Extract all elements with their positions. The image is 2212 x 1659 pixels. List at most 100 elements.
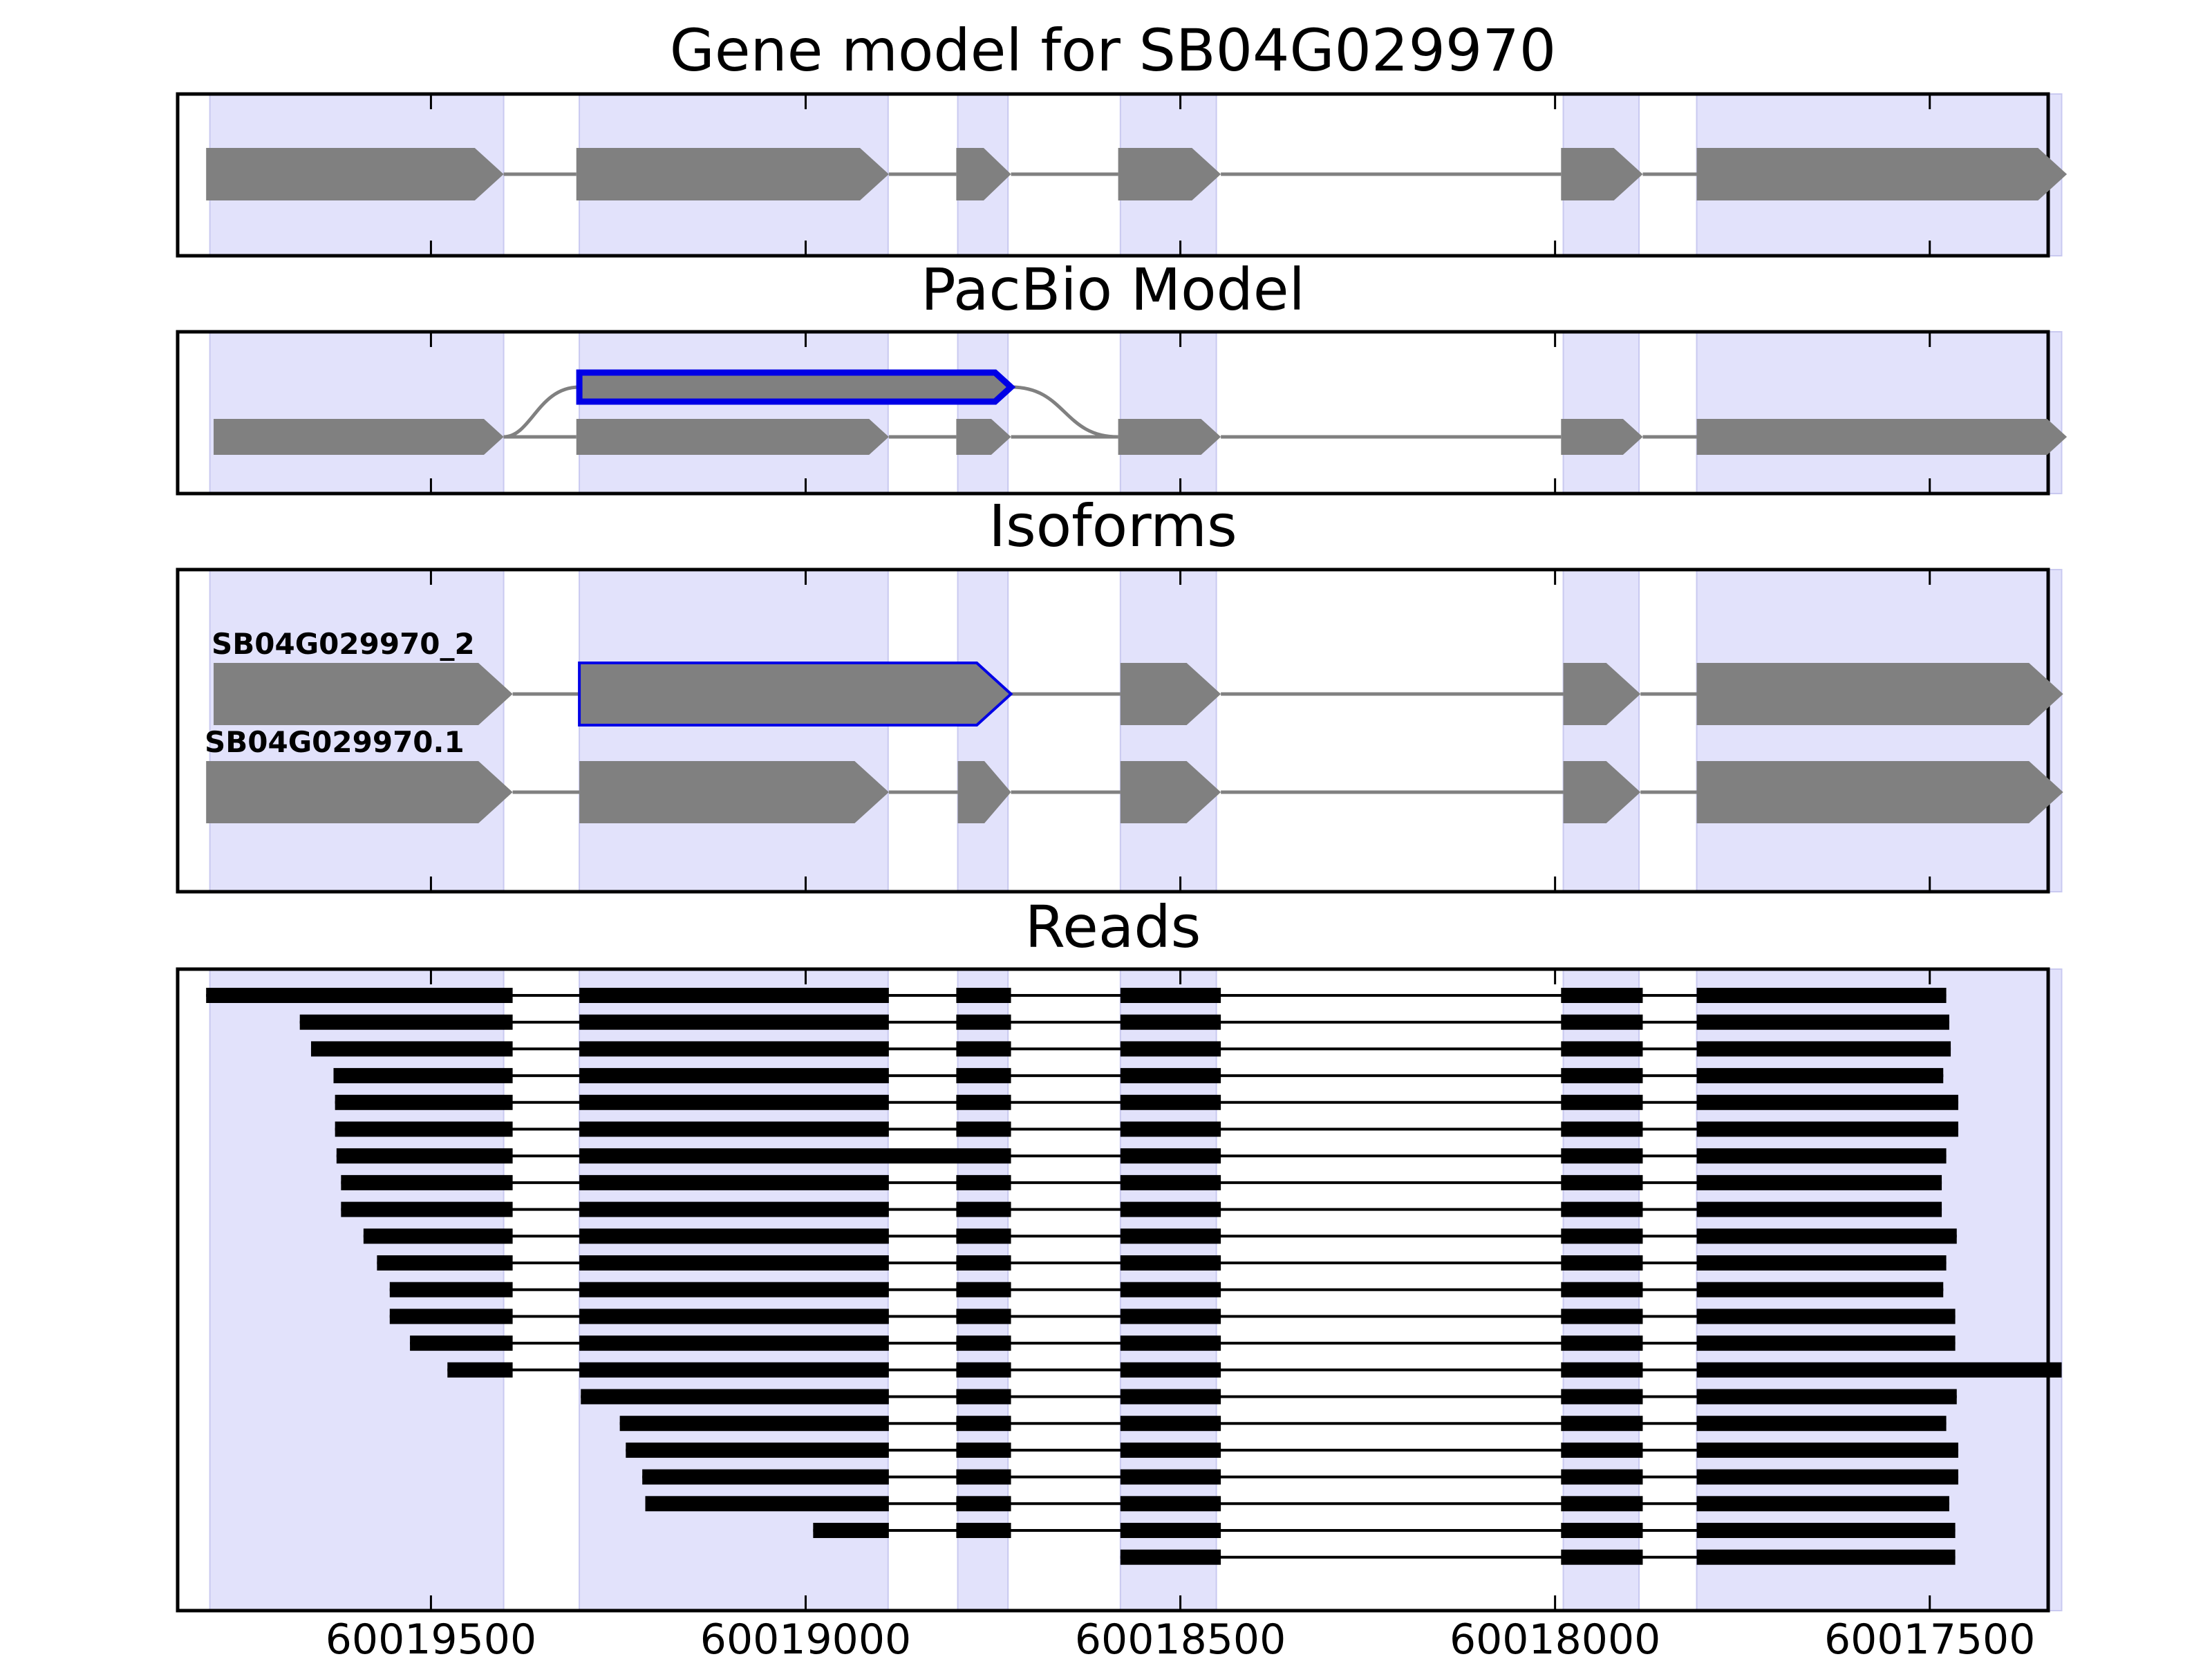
read-exon-block (1696, 1201, 1942, 1217)
read-exon-block (1561, 1549, 1643, 1565)
read-exon-block (1696, 1362, 2062, 1378)
read-exon-block (1696, 1148, 1947, 1164)
gene-model-title: Gene model for SB04G029970 (670, 17, 1556, 84)
read-exon-block (1561, 1416, 1643, 1432)
read-exon-block (956, 1255, 1011, 1271)
read-exon-block (1696, 1523, 1956, 1538)
read-exon-block (1696, 1335, 1956, 1351)
read-exon-block (579, 1335, 889, 1351)
read-exon-block (1696, 1041, 1951, 1057)
read-exon-block (1561, 1469, 1643, 1485)
panel-frame (176, 568, 2050, 894)
read-exon-block (1561, 1255, 1643, 1271)
read-exon-block (1120, 1416, 1221, 1432)
read-exon-block (333, 1068, 513, 1084)
read-exon-block (956, 1174, 1011, 1190)
read-exon-block (626, 1442, 889, 1458)
highlighted-exon (576, 369, 1016, 405)
read-exon-block (1696, 1549, 1956, 1565)
read-exon-block (813, 1523, 889, 1538)
read-exon-block (1120, 1014, 1221, 1030)
exon (1120, 663, 1221, 725)
read-exon-block (1561, 1174, 1643, 1190)
read-exon-block (1561, 1496, 1643, 1512)
read-exon-block (1120, 1255, 1221, 1271)
x-tick-label: 60018000 (1450, 1615, 1660, 1659)
exon (1696, 761, 2063, 823)
shaded-exon-region (1696, 569, 2063, 892)
isoforms-title: Isoforms (988, 492, 1237, 560)
exon (206, 761, 513, 823)
read-exon-block (335, 1121, 513, 1137)
read-exon-block (447, 1362, 513, 1378)
read-exon-block (579, 1362, 889, 1378)
read-exon-block (335, 1094, 513, 1110)
shaded-exon-region (209, 331, 505, 494)
read-exon-block (1696, 1014, 1949, 1030)
read-exon-block (1561, 1442, 1643, 1458)
shaded-exon-region (209, 569, 505, 892)
read-exon-block (956, 1121, 1011, 1137)
read-exon-block (1561, 1148, 1643, 1164)
read-exon-block (389, 1309, 513, 1324)
exon (576, 148, 889, 200)
read-exon-block (579, 1068, 889, 1084)
exon (956, 419, 1011, 455)
exon (1696, 419, 2068, 455)
exon (1561, 419, 1643, 455)
read-exon-block (579, 1201, 889, 1217)
reads-panel: Reads (176, 893, 2063, 1613)
exon (214, 419, 504, 455)
read-exon-block (1561, 1309, 1643, 1324)
read-exon-block (579, 1148, 1011, 1164)
shaded-exon-region (1119, 331, 1217, 494)
read-exon-block (579, 1041, 889, 1057)
shaded-exon-region (579, 331, 889, 494)
read-exon-block (1120, 1549, 1221, 1565)
read-exon-block (310, 1041, 513, 1057)
exon (956, 148, 1011, 200)
read-exon-block (1120, 1068, 1221, 1084)
shaded-exon-region (957, 331, 1009, 494)
exon (576, 419, 889, 455)
bypass-connector (1011, 385, 1118, 439)
read-exon-block (1696, 1282, 1944, 1297)
read-exon-block (1561, 988, 1643, 1003)
read-exon-block (579, 1255, 889, 1271)
read-exon-block (956, 1094, 1011, 1110)
read-exon-block (956, 1389, 1011, 1405)
read-exon-block (389, 1282, 513, 1297)
read-exon-block (579, 1014, 889, 1030)
read-exon-block (1561, 1121, 1643, 1137)
read-exon-block (579, 1174, 889, 1190)
read-exon-block (579, 988, 889, 1003)
read-exon-block (1561, 1282, 1643, 1297)
x-tick-label: 60019000 (700, 1615, 911, 1659)
read-exon-block (1696, 1068, 1944, 1084)
exon (1120, 761, 1221, 823)
read-exon-block (956, 1442, 1011, 1458)
read-exon-block (1120, 1523, 1221, 1538)
read-exon-block (1120, 1362, 1221, 1378)
reads-title: Reads (1025, 893, 1201, 961)
isoform-label: SB04G029970.1 (205, 725, 465, 759)
read-exon-block (1696, 1094, 1958, 1110)
read-exon-block (1120, 1201, 1221, 1217)
read-exon-block (1696, 1469, 1958, 1485)
exon (1561, 148, 1643, 200)
read-exon-block (1120, 1174, 1221, 1190)
exon (1563, 761, 1641, 823)
read-exon-block (579, 1309, 889, 1324)
read-exon-block (1120, 1335, 1221, 1351)
read-exon-block (956, 1201, 1011, 1217)
read-exon-block (1120, 1121, 1221, 1137)
highlighted-exon (578, 662, 1013, 727)
shaded-exon-region (957, 569, 1009, 892)
read-exon-block (206, 988, 513, 1003)
read-exon-block (1561, 1362, 1643, 1378)
panel-plot-area (209, 569, 2063, 892)
read-exon-block (579, 1282, 889, 1297)
isoforms-panel: Isoforms SB04G029970_2 SB04G029970.1 (176, 492, 2063, 894)
read-exon-block (1561, 1068, 1643, 1084)
read-exon-block (1120, 988, 1221, 1003)
